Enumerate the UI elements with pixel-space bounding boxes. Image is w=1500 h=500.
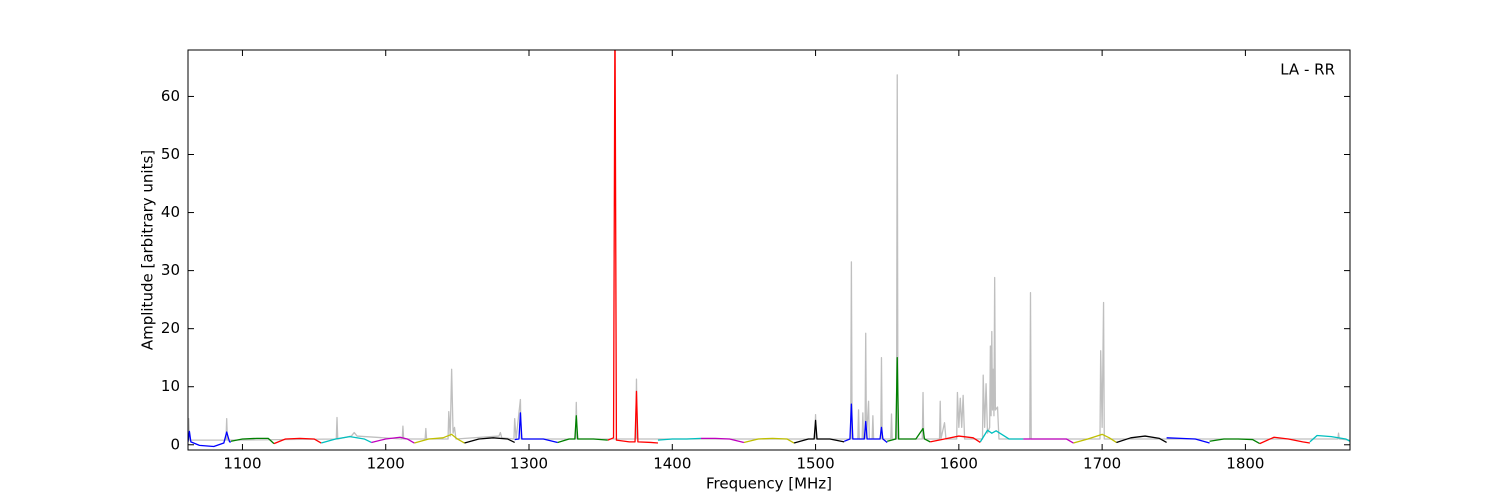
y-tick-label: 40: [161, 203, 180, 221]
x-tick-label: 1600: [940, 455, 978, 473]
spectrum-line: [414, 433, 465, 444]
spectrum-line: [930, 435, 981, 443]
y-tick-label: 0: [170, 435, 180, 453]
y-tick-label: 20: [161, 319, 180, 337]
plot-area: [188, 50, 1350, 448]
spectrum-line: [1309, 434, 1350, 443]
spectrum-line: [979, 429, 1024, 443]
x-tick-label: 1400: [653, 455, 691, 473]
y-tick-label: 10: [161, 377, 180, 395]
spectrum-line: [514, 412, 558, 444]
spectrum-line: [557, 415, 608, 444]
spectrum-line: [1166, 437, 1210, 444]
spectrum-line: [230, 437, 275, 445]
y-tick-label: 60: [161, 87, 180, 105]
spectrum-line: [793, 419, 845, 444]
spectrum-line: [700, 437, 745, 444]
spectrum-line: [607, 50, 659, 444]
y-tick-label: 50: [161, 145, 180, 163]
x-tick-label: 1500: [796, 455, 834, 473]
spectrum-line: [188, 430, 231, 448]
x-tick-label: 1700: [1083, 455, 1121, 473]
y-axis-label: Amplitude [arbitrary units]: [139, 150, 157, 350]
spectrum-line: [1209, 438, 1261, 445]
annotation: LA - RR: [1280, 61, 1335, 79]
spectrum-line: [843, 403, 888, 443]
spectrum-line: [188, 74, 1350, 441]
x-axis-label: Frequency [MHz]: [706, 475, 832, 493]
spectrum-line: [273, 437, 322, 445]
x-tick-label: 1100: [223, 455, 261, 473]
spectrum-line: [1116, 435, 1167, 444]
x-tick-label: 1200: [367, 455, 405, 473]
y-tick-label: 30: [161, 261, 180, 279]
spectrum-line: [371, 436, 415, 444]
x-tick-label: 1800: [1226, 455, 1264, 473]
spectrum-line: [1073, 433, 1117, 444]
spectrum-line: [743, 437, 795, 444]
spectrum-line: [1023, 438, 1074, 444]
spectrum-line: [657, 437, 701, 441]
spectrum-line: [464, 437, 515, 444]
spectrum-line: [1259, 436, 1310, 445]
axes-frame: [187, 49, 1351, 451]
spectrum-line: [887, 357, 931, 443]
x-tick-label: 1300: [510, 455, 548, 473]
spectrum-line: [321, 436, 372, 444]
